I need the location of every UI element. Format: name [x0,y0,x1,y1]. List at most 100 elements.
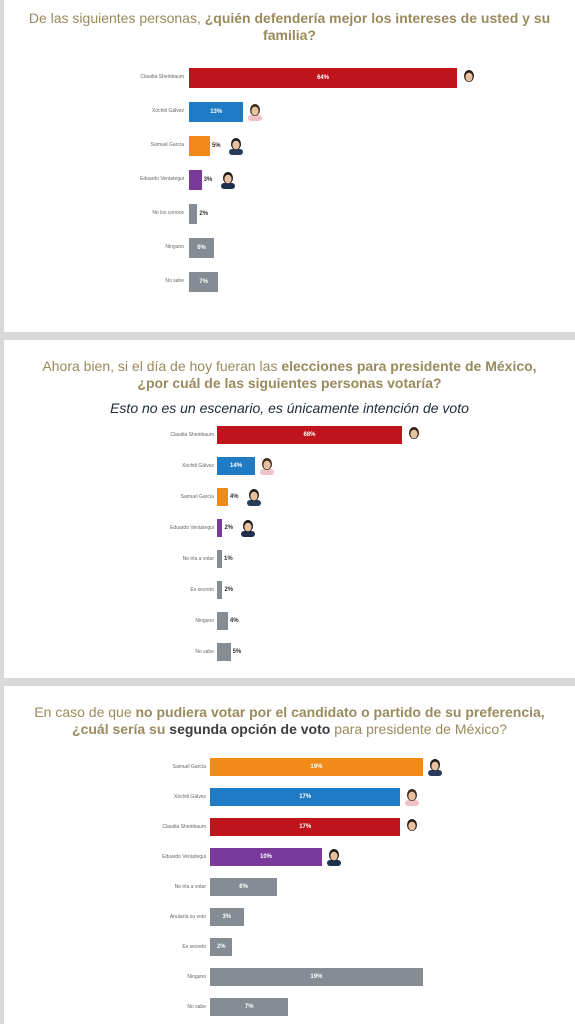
bar-category-label: Claudia Sheinbaum [170,432,214,438]
title-highlight: no pudiera votar por el candidato o part… [135,704,545,720]
bar-mark [189,102,244,122]
bar-mark [189,238,215,258]
bar-value-label: 5% [211,143,221,149]
bar-category-label: No sabe [187,1004,206,1010]
xochitl-photo-icon [247,103,263,121]
bar-value-label: 17% [299,794,312,800]
title-highlight-dark: segunda opción de voto [169,721,331,737]
title-highlight-2: ¿cuál sería su [72,721,170,737]
title-text: De las siguientes personas, [28,10,205,26]
bar-value-label: 7% [244,1004,254,1010]
panel-3-title: En caso de que no pudiera votar por el c… [14,704,565,738]
bar-value-label: 2% [216,944,226,950]
bar-category-label: Claudia Sheinbaum [162,824,206,830]
xochitl-photo-icon [259,457,275,475]
bar-category-label: Ninguno [165,244,184,250]
bar-category-label: No iría a votar [182,556,214,562]
bar-mark [210,998,289,1016]
samuel-photo-icon [228,137,244,155]
bar-mark [189,68,458,88]
title-highlight: ¿quién defendería mejor los intereses de… [204,10,551,43]
samuel-photo-icon [427,758,443,776]
bar-mark [217,581,223,599]
bar-value-label: 17% [299,824,312,830]
bar-mark [210,788,401,806]
bar-category-label: Samuel García [150,142,184,148]
bar-mark [217,550,222,568]
bar-category-label: Samuel García [172,764,206,770]
bar-category-label: Eduardo Verástegui [140,176,184,182]
panel-2-title: Ahora bien, si el día de hoy fueran las … [14,358,565,392]
panel-2-subtitle: Esto no es un escenario, es únicamente i… [110,400,469,416]
bar-value-label: 3% [222,914,232,920]
bar-mark [217,457,256,475]
bar-value-label: 6% [197,245,206,251]
title-highlight: elecciones para presidente de México, [281,358,537,374]
panel-1-title: De las siguientes personas, ¿quién defen… [14,10,565,44]
bar-value-label: 19% [310,974,323,980]
bar-mark [189,136,210,156]
bar-category-label: Samuel García [180,494,214,500]
bar-value-label: 14% [230,463,243,469]
bar-value-label: 2% [224,525,234,531]
bar-mark [210,878,278,896]
bar-mark [210,758,423,776]
bar-value-label: 64% [317,75,330,81]
title-text: En caso de que [34,704,136,720]
bar-category-label: No los conoce [152,210,184,216]
bar-category-label: Xóchitl Gálvez [174,794,206,800]
bar-category-label: Xóchitl Gálvez [182,463,214,469]
claudia-photo-icon [406,426,422,444]
bar-mark [189,272,219,292]
bar-mark [217,612,228,630]
bar-mark [210,848,322,866]
bar-value-label: 2% [224,587,234,593]
bar-value-label: 2% [199,211,209,217]
claudia-photo-icon [461,69,477,87]
bar-category-label: Claudia Sheinbaum [140,74,184,80]
bar-value-label: 7% [199,279,208,285]
bar-mark [189,204,198,224]
bar-mark [210,938,233,956]
eduardo-photo-icon [326,848,342,866]
bar-mark [217,643,231,661]
bar-category-label: Ninguno [195,618,214,624]
title-text: Ahora bien, si el día de hoy fueran las [42,358,282,374]
bar-mark [210,818,401,836]
bar-category-label: Es secreto [190,587,214,593]
title-text-2: para presidente de México? [330,721,507,737]
bar-mark [217,488,228,506]
chart-panel-1: De las siguientes personas, ¿quién defen… [4,0,575,332]
bar-mark [189,170,202,190]
title-highlight-2: ¿por cuál de las siguientes personas vot… [137,375,442,391]
chart-panel-3: En caso de que no pudiera votar por el c… [4,686,575,1024]
bar-category-label: Eduardo Verástegui [162,854,206,860]
claudia-photo-icon [404,818,420,836]
bar-value-label: 4% [229,494,239,500]
bar-value-label: 19% [310,764,323,770]
bar-category-label: Anularía su voto [169,914,206,920]
bar-value-label: 4% [229,618,239,624]
eduardo-photo-icon [240,519,256,537]
bar-category-label: Xóchitl Gálvez [152,108,184,114]
bar-value-label: 68% [303,432,316,438]
bar-mark [210,968,423,986]
bar-category-label: No sabe [165,278,184,284]
bar-category-label: No sabe [195,649,214,655]
samuel-photo-icon [246,488,262,506]
eduardo-photo-icon [220,171,236,189]
bar-category-label: No iría a votar [174,884,206,890]
bar-value-label: 3% [203,177,213,183]
bar-category-label: Eduardo Verástegui [170,525,214,531]
bar-value-label: 5% [232,649,242,655]
bar-mark [217,519,223,537]
bar-mark [210,908,244,926]
bar-value-label: 13% [210,109,223,115]
bar-category-label: Ninguno [187,974,206,980]
xochitl-photo-icon [404,788,420,806]
bar-value-label: 6% [239,884,248,890]
bar-value-label: 10% [259,854,272,860]
bar-value-label: 1% [224,556,233,562]
bar-mark [217,426,402,444]
bar-category-label: Es secreto [182,944,206,950]
